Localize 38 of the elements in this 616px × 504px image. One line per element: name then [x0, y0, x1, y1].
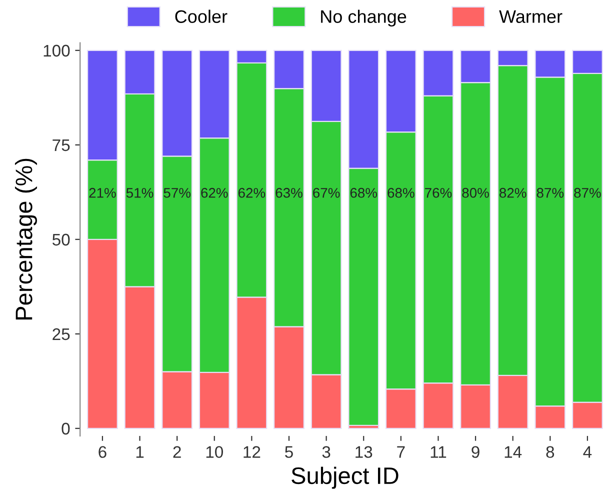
data-label: 80% [462, 188, 489, 198]
x-tick-label: 2 [173, 446, 181, 458]
x-tick-label: 6 [98, 446, 106, 458]
x-tick-label: 11 [430, 446, 446, 458]
y-tick-label: 100 [44, 44, 70, 57]
data-label: 62% [201, 188, 228, 198]
x-tick-label: 7 [397, 446, 405, 458]
x-tick-label: 1 [136, 446, 144, 458]
data-label: 87% [574, 188, 601, 198]
x-tick-label: 10 [206, 446, 224, 458]
x-tick-label: 12 [244, 446, 260, 458]
y-tick-label: 75 [52, 139, 70, 152]
data-label: 67% [313, 188, 340, 198]
data-label: 87% [536, 188, 564, 198]
legend-label: Warmer [499, 10, 562, 23]
data-label: 82% [500, 188, 526, 198]
y-tick-label: 0 [62, 422, 70, 435]
y-tick-label: 25 [52, 328, 70, 340]
y-axis-title: Percentage (%) [14, 158, 37, 320]
y-tick-label: 50 [52, 234, 70, 246]
x-tick-label: 3 [322, 446, 330, 458]
legend-label: Cooler [175, 10, 228, 23]
data-label: 68% [350, 188, 378, 198]
data-label: 63% [276, 188, 302, 198]
x-tick-label: 4 [583, 446, 592, 458]
x-tick-label: 5 [285, 446, 293, 458]
data-label: 76% [425, 188, 452, 198]
x-tick-label: 8 [546, 446, 554, 458]
x-tick-label: 13 [356, 446, 372, 458]
data-label: 57% [164, 188, 190, 198]
data-label: 51% [126, 188, 154, 198]
data-label: 21% [89, 188, 116, 198]
x-tick-label: 14 [504, 446, 522, 458]
data-label: 62% [238, 188, 266, 198]
data-label: 68% [388, 188, 414, 198]
legend-label: No change [321, 10, 406, 27]
x-axis-title: Subject ID [292, 466, 398, 489]
x-tick-label: 9 [472, 446, 480, 458]
